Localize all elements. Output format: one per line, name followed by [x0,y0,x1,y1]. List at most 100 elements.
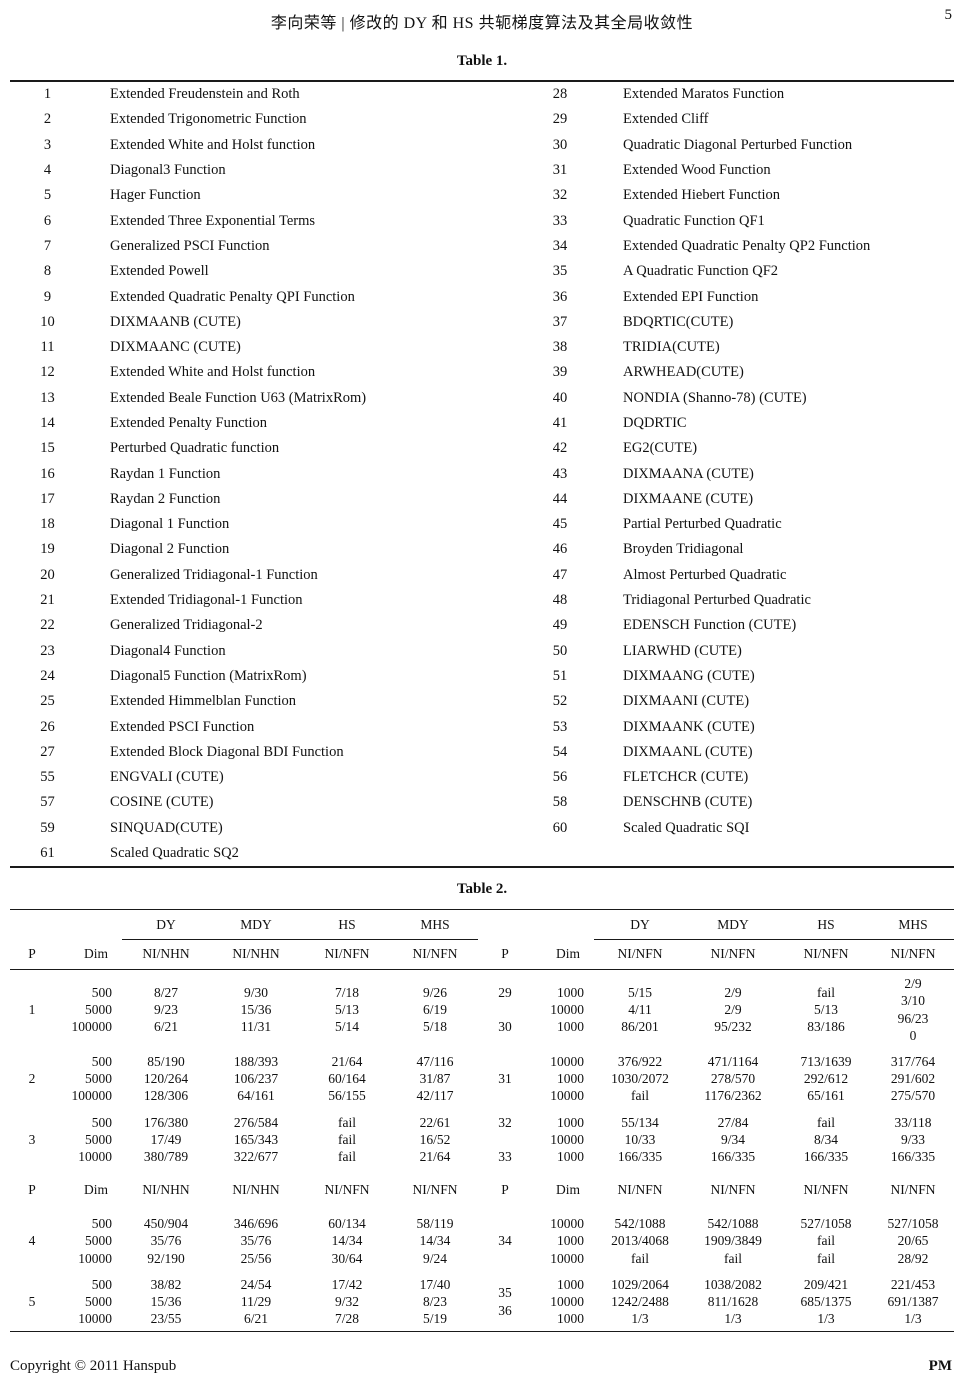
table2-group-row: 1 500 5000 100000 8/27 9/23 6/21 9/30 15/36 11/31… [10,970,954,1048]
value-line: 376/922 [617,1054,663,1070]
function-number: 60 [552,819,568,836]
table1-row: 61 Scaled Quadratic SQ2 [10,841,954,867]
function-name: Extended White and Holst function [110,364,316,381]
table1-caption: Table 1. [456,53,508,69]
function-number: 17 [40,490,55,507]
function-name: EG2(CUTE) [623,440,698,457]
function-number: 1 [43,86,52,103]
page-number: 5 [944,7,953,23]
col-mdy: MDY [686,909,780,941]
cell-left-dy: 176/380 17/49 380/789 [122,1109,210,1170]
value-line: fail [338,1149,356,1165]
cell-right-dy: 55/134 10/33 166/335 [594,1109,686,1170]
function-number: 46 [552,541,568,558]
col-metric: NI/NHN [232,1182,280,1198]
cell-right-p: 31 [478,1048,532,1109]
value-line: 9/23 [153,1002,178,1017]
value-line: 30 [498,1019,512,1035]
col-metric: NI/NFN [710,1182,756,1198]
value-line: 28/92 [897,1250,929,1266]
value-line: 500 [91,1054,112,1070]
function-number: 16 [40,465,55,482]
function-number: 32 [552,187,568,204]
cell-right-dy: 1029/2064 1242/2488 1/3 [594,1271,686,1332]
value-line: 17/42 [331,1276,363,1292]
value-line: 96/23 [897,1010,929,1026]
function-number: 54 [552,743,568,760]
value-line: 32 [498,1114,512,1130]
value-line: 1/3 [904,1311,922,1327]
value-line: 1029/2064 [611,1276,669,1292]
function-name: A Quadratic Function QF2 [623,263,779,280]
value-line: 1000 [557,1149,584,1165]
function-number: 40 [552,389,568,406]
table1-row: 16 Raydan 1 Function 43 DIXMAANA (CUTE) [10,461,954,486]
value-line: 14/34 [331,1233,363,1249]
value-line: 95/232 [714,1019,752,1035]
value-line: 471/1164 [707,1054,759,1070]
value-line: 500 [91,984,112,1000]
value-line: 10000 [550,1294,584,1310]
cell-right-dim: 10000 1000 10000 [532,1048,594,1109]
value-line [10,1053,54,1070]
value-line: 10000 [550,1131,584,1147]
value-line: 1000 [557,984,584,1000]
value-line [478,1087,532,1104]
value-line: 166/335 [890,1149,936,1165]
value-line: 11/29 [240,1294,272,1310]
function-name: Broyden Tridiagonal [623,541,744,558]
function-number: 36 [552,288,568,305]
value-line: 21/64 [331,1054,363,1070]
cell-left-mhs: 58/119 14/34 9/24 [392,1210,478,1271]
cell-right-hs: 527/1058 fail fail [780,1210,872,1271]
value-line: 292/612 [803,1071,849,1087]
col-dy: DY [594,909,686,941]
cell-right-hs: 713/1639 292/612 65/161 [780,1048,872,1109]
value-line [10,1114,54,1131]
cell-right-mdy: 542/1088 1909/3849 fail [686,1210,780,1271]
cell-right-mhs: 527/1058 20/65 28/92 [872,1210,954,1271]
value-line: 15/36 [240,1002,272,1017]
table1-row: 9 Extended Quadratic Penalty QPI Function… [10,284,954,309]
value-line: 450/904 [143,1216,189,1232]
value-line: 31/87 [419,1071,451,1087]
function-name: Generalized Tridiagonal-2 [110,617,263,634]
function-number: 12 [40,364,55,381]
table1-row: 1 Extended Freudenstein and Roth 28 Extende… [10,81,954,107]
table1-row: 14 Extended Penalty Function 41 DQDRTIC [10,411,954,436]
function-number: 52 [552,693,568,710]
col-mdy: MDY [210,909,302,941]
col-mhs: MHS [392,909,478,941]
value-line: 23/55 [150,1311,182,1327]
table1-row: 59 SINQUAD(CUTE) 60 Scaled Quadratic SQI [10,816,954,841]
table1-row: 5 Hager Function 32 Extended Hiebert Functi… [10,183,954,208]
spacer-cell [54,910,122,940]
value-line: 527/1058 [800,1216,852,1232]
col-metric: NI/NFN [872,939,954,971]
function-number: 3 [43,136,52,153]
cell-right-p: 29 30 [478,970,532,1048]
value-line: 542/1088 [707,1216,759,1232]
value-line [10,984,54,1001]
function-number: 59 [40,819,55,836]
value-line: 9/26 [422,984,447,1000]
table1-row: 22 Generalized Tridiagonal-2 49 EDENSCH Fun… [10,613,954,638]
value-line: 10000 [550,1054,584,1070]
function-name: DIXMAANK (CUTE) [623,718,755,735]
value-line: 1/3 [724,1311,742,1327]
function-number: 4 [43,162,52,179]
value-line: 9/24 [422,1250,447,1266]
function-number: 43 [552,465,568,482]
cell-right-p: 34 [478,1210,532,1271]
value-line: 6/21 [153,1019,178,1035]
value-line: 5000 [85,1233,112,1249]
function-name: Hager Function [110,187,201,204]
value-line: 1/3 [817,1311,835,1327]
value-line: 0 [909,1027,917,1043]
cell-left-mhs: 17/40 8/23 5/19 [392,1271,478,1332]
value-line: 11/31 [240,1019,272,1035]
value-line: 7/18 [334,984,359,1000]
value-line: 5/13 [813,1002,838,1017]
function-number: 20 [40,566,55,583]
